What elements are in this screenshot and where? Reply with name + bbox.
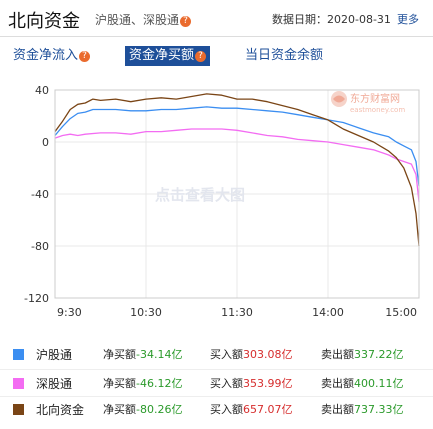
legend-row: 北向资金 净买额-80.26亿 买入额657.07亿 卖出额737.33亿 — [0, 398, 433, 422]
sell-label: 卖出额 — [321, 377, 354, 390]
tab-label: 当日资金余额 — [245, 48, 324, 63]
date-value: 2020-08-31 — [327, 13, 391, 26]
x-tick-label: 11:30 — [221, 306, 253, 319]
sell-value: 737.33亿 — [354, 403, 404, 416]
net-buy-chart[interactable]: 点击查看大图 东方财富网 eastmoney.com 40 0 -40 -80 -120… — [0, 80, 433, 330]
x-tick-label: 9:30 — [57, 306, 82, 319]
buy-label: 买入额 — [210, 403, 243, 416]
net-value: -46.12亿 — [136, 377, 183, 390]
series-color-swatch — [13, 378, 24, 389]
series-name: 北向资金 — [36, 403, 85, 417]
series-name: 深股通 — [36, 377, 73, 391]
y-tick-label: -120 — [24, 292, 49, 305]
y-tick-label: 0 — [42, 136, 49, 149]
chart-series — [54, 93, 420, 247]
legend-row: 沪股通 净买额-34.14亿 买入额303.08亿 卖出额337.22亿 — [0, 343, 433, 367]
subtitle-text: 沪股通、深股通 — [95, 13, 180, 27]
buy-label: 买入额 — [210, 377, 243, 390]
eastmoney-logo: 东方财富网 eastmoney.com — [331, 91, 405, 114]
sell-value: 337.22亿 — [354, 348, 404, 361]
y-tick-label: -80 — [31, 240, 49, 253]
buy-amount: 买入额353.99亿 — [210, 372, 293, 396]
x-tick-label: 14:00 — [312, 306, 344, 319]
plot-frame — [54, 89, 420, 299]
net-buy: 净买额-46.12亿 — [103, 372, 182, 396]
chart-watermark: 点击查看大图 东方财富网 eastmoney.com — [155, 91, 405, 204]
more-link[interactable]: 更多 — [397, 13, 419, 26]
sell-amount: 卖出额400.11亿 — [321, 372, 404, 396]
buy-value: 657.07亿 — [243, 403, 293, 416]
series-name: 沪股通 — [36, 348, 73, 362]
buy-amount: 买入额303.08亿 — [210, 343, 293, 367]
watermark-logo-text: 东方财富网 — [350, 92, 400, 105]
tab-bar: 资金净流入? 资金净买额? 当日资金余额 — [0, 42, 433, 70]
panel-header: 北向资金 沪股通、深股通? 数据日期：2020-08-31 更多 — [0, 0, 433, 38]
date-label: 数据日期： — [272, 13, 327, 26]
y-tick-label: 40 — [35, 84, 49, 97]
help-icon[interactable]: ? — [195, 51, 207, 62]
help-icon[interactable]: ? — [180, 16, 192, 27]
sell-label: 卖出额 — [321, 348, 354, 361]
sell-amount: 卖出额737.33亿 — [321, 398, 404, 422]
net-buy: 净买额-80.26亿 — [103, 398, 182, 422]
tab-label: 资金净流入 — [13, 48, 79, 63]
net-value: -34.14亿 — [136, 348, 183, 361]
buy-label: 买入额 — [210, 348, 243, 361]
buy-amount: 买入额657.07亿 — [210, 398, 293, 422]
tab-label: 资金净买额 — [129, 48, 195, 63]
net-label: 净买额 — [103, 377, 136, 390]
y-tick-label: -40 — [31, 188, 49, 201]
tab-balance[interactable]: 当日资金余额 — [245, 46, 323, 66]
help-icon[interactable]: ? — [79, 51, 91, 62]
series-line — [54, 93, 420, 247]
data-date: 数据日期：2020-08-31 — [272, 11, 391, 27]
watermark-center-text: 点击查看大图 — [155, 186, 245, 204]
header-divider — [0, 36, 433, 37]
sell-label: 卖出额 — [321, 403, 354, 416]
net-label: 净买额 — [103, 403, 136, 416]
watermark-logo-url: eastmoney.com — [350, 106, 405, 114]
buy-value: 353.99亿 — [243, 377, 293, 390]
legend-divider — [0, 396, 433, 397]
panel-title: 北向资金 — [8, 11, 80, 32]
tab-net-inflow[interactable]: 资金净流入? — [13, 46, 91, 66]
x-tick-label: 10:30 — [130, 306, 162, 319]
legend-divider — [0, 369, 433, 370]
series-line — [54, 128, 420, 202]
tab-net-buy[interactable]: 资金净买额? — [125, 46, 211, 66]
x-tick-label: 15:00 — [385, 306, 417, 319]
series-color-swatch — [13, 404, 24, 415]
buy-value: 303.08亿 — [243, 348, 293, 361]
sell-amount: 卖出额337.22亿 — [321, 343, 404, 367]
legend-row: 深股通 净买额-46.12亿 买入额353.99亿 卖出额400.11亿 — [0, 372, 433, 396]
panel-subtitle: 沪股通、深股通? — [95, 11, 192, 28]
sell-value: 400.11亿 — [354, 377, 404, 390]
series-line — [54, 106, 420, 187]
net-value: -80.26亿 — [136, 403, 183, 416]
net-label: 净买额 — [103, 348, 136, 361]
series-color-swatch — [13, 349, 24, 360]
net-buy: 净买额-34.14亿 — [103, 343, 182, 367]
chart-axes: 40 0 -40 -80 -120 9:30 10:30 11:30 14:00 15:00 — [24, 84, 420, 319]
